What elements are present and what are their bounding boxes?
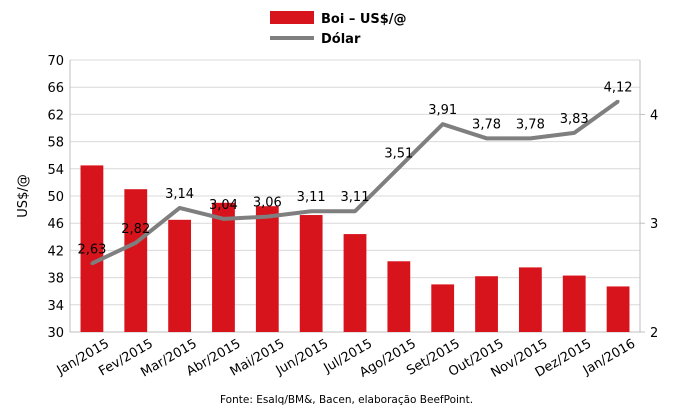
y-tick-label: 34 xyxy=(47,299,64,314)
bar xyxy=(255,206,279,332)
line-series xyxy=(90,99,620,266)
y-tick-label: 58 xyxy=(47,136,64,151)
bar xyxy=(168,219,192,332)
line-point xyxy=(616,99,620,103)
y-tick-label: 42 xyxy=(47,244,64,259)
line-point xyxy=(441,122,445,126)
y-tick-label: 70 xyxy=(47,54,64,69)
line-point xyxy=(90,261,94,265)
data-label: 3,78 xyxy=(516,117,545,132)
legend: Boi – US$/@ Dólar xyxy=(270,11,407,47)
data-label: 3,51 xyxy=(384,147,413,162)
source-note: Fonte: Esalq/BM&, Bacen, elaboração Beef… xyxy=(220,394,473,406)
line-point xyxy=(178,206,182,210)
line-point xyxy=(485,136,489,140)
bar xyxy=(475,276,498,332)
y-tick-label: 50 xyxy=(47,190,64,205)
bar xyxy=(212,202,235,332)
data-label: 3,11 xyxy=(341,190,370,205)
line-data-labels: 2,63 2,82 3,14 3,04 3,06 3,11 3,11 3,51 3,91 3,78… xyxy=(77,80,632,257)
data-label: 4,12 xyxy=(604,80,633,95)
data-label: 3,04 xyxy=(209,198,238,213)
line-point xyxy=(309,209,313,213)
y-tick-label: 30 xyxy=(47,326,64,341)
y-axis-label: US$/@ xyxy=(16,174,31,217)
y-axis-right: 2 3 4 xyxy=(639,60,658,341)
data-label: 3,91 xyxy=(428,103,457,118)
y-tick-label: 46 xyxy=(47,217,64,232)
gridlines xyxy=(70,59,640,333)
y2-tick-label: 2 xyxy=(650,326,658,341)
x-axis-ticks: Jan/2015Fev/2015Mar/2015Abr/2015Mai/2015… xyxy=(54,336,638,380)
bar xyxy=(80,165,104,332)
bar xyxy=(606,286,630,332)
line-point xyxy=(265,215,269,219)
line-point xyxy=(572,131,576,135)
data-label: 3,83 xyxy=(560,112,589,127)
bar-series xyxy=(80,165,630,332)
legend-swatch-boi xyxy=(270,11,314,24)
line-point xyxy=(134,241,138,245)
y2-tick-label: 3 xyxy=(650,217,658,232)
line-point xyxy=(397,166,401,170)
y-tick-label: 66 xyxy=(47,81,64,96)
line-point xyxy=(221,217,225,221)
data-label: 3,14 xyxy=(165,187,194,202)
bar xyxy=(343,234,367,332)
data-label: 3,78 xyxy=(472,117,501,132)
data-label: 2,82 xyxy=(121,222,150,237)
data-label: 3,06 xyxy=(253,196,282,211)
data-label: 2,63 xyxy=(77,242,106,257)
line-point xyxy=(353,209,357,213)
bar xyxy=(299,215,323,332)
y2-tick-label: 4 xyxy=(650,108,658,123)
bar xyxy=(562,275,586,332)
bar xyxy=(124,189,148,332)
y-tick-label: 62 xyxy=(47,108,64,123)
bar xyxy=(387,261,411,332)
bar xyxy=(431,284,455,332)
data-label: 3,11 xyxy=(297,190,326,205)
legend-label-boi: Boi – US$/@ xyxy=(321,12,407,27)
line-point xyxy=(528,136,532,140)
y-axis-left: 30 34 38 42 46 50 54 58 62 66 70 xyxy=(47,54,71,341)
y-tick-label: 38 xyxy=(47,272,64,287)
y-tick-label: 54 xyxy=(47,163,64,178)
bar xyxy=(518,267,542,332)
legend-label-dolar: Dólar xyxy=(321,32,361,47)
